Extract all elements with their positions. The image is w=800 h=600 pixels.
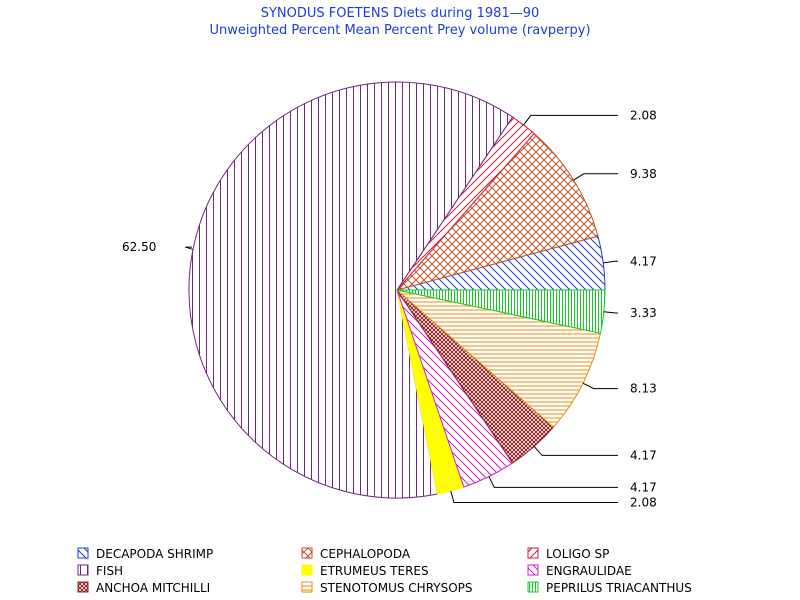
legend-swatch bbox=[301, 564, 313, 576]
legend-label: FISH bbox=[96, 564, 123, 578]
legend-label: STENOTOMUS CHRYSOPS bbox=[320, 581, 473, 595]
slice-value-label: 3.33 bbox=[630, 306, 657, 320]
legend-swatch bbox=[527, 564, 539, 576]
legend-swatch bbox=[527, 581, 539, 593]
slice-value-label: 8.13 bbox=[630, 382, 657, 396]
chart-title: SYNODUS FOETENS Diets during 1981—90 bbox=[260, 6, 540, 21]
leader-line bbox=[582, 382, 618, 390]
legend-label: CEPHALOPODA bbox=[320, 547, 411, 561]
legend-label: LOLIGO SP bbox=[546, 547, 609, 561]
leader-line bbox=[533, 446, 618, 456]
legend-label: PEPRILUS TRIACANTHUS bbox=[546, 581, 692, 595]
pie-slice-stenotomus-chrysops bbox=[395, 289, 602, 428]
legend-label: ETRUMEUS TERES bbox=[320, 564, 429, 578]
slice-value-label: 2.08 bbox=[630, 108, 657, 122]
legend-label: ANCHOA MITCHILLI bbox=[96, 581, 210, 595]
legend-swatch bbox=[527, 547, 539, 559]
legend-label: ENGRAULIDAE bbox=[546, 564, 632, 578]
leader-line bbox=[488, 476, 618, 488]
leader-line bbox=[185, 246, 194, 250]
slice-value-label: 4.17 bbox=[630, 448, 657, 462]
legend-swatch bbox=[77, 547, 89, 559]
slice-value-label: 9.38 bbox=[630, 167, 657, 181]
chart-subtitle: Unweighted Percent Mean Percent Prey vol… bbox=[209, 23, 591, 38]
legend: DECAPODA SHRIMP CEPHALOPODA LOLIGO SP FISH E… bbox=[77, 547, 692, 595]
leader-line bbox=[573, 173, 618, 181]
pie-slices bbox=[188, 81, 606, 499]
leader-line bbox=[523, 114, 618, 126]
legend-label: DECAPODA SHRIMP bbox=[96, 547, 213, 561]
leader-line bbox=[603, 311, 618, 314]
legend-swatch bbox=[77, 564, 89, 576]
legend-swatch bbox=[301, 581, 313, 593]
legend-swatch bbox=[77, 581, 89, 593]
leader-line bbox=[450, 490, 618, 504]
leader-line bbox=[603, 260, 618, 264]
legend-swatch bbox=[301, 547, 313, 559]
slice-value-label: 4.17 bbox=[630, 254, 657, 268]
slice-value-label: 2.08 bbox=[630, 496, 657, 510]
pie-labels: 4.17 9.38 2.08 62.50 2.08 4.17 4.17 8.13 3.33 bbox=[122, 108, 657, 509]
slice-value-label: 4.17 bbox=[630, 480, 657, 494]
pie-slice-cephalopoda bbox=[395, 132, 599, 291]
slice-value-label: 62.50 bbox=[122, 240, 156, 254]
